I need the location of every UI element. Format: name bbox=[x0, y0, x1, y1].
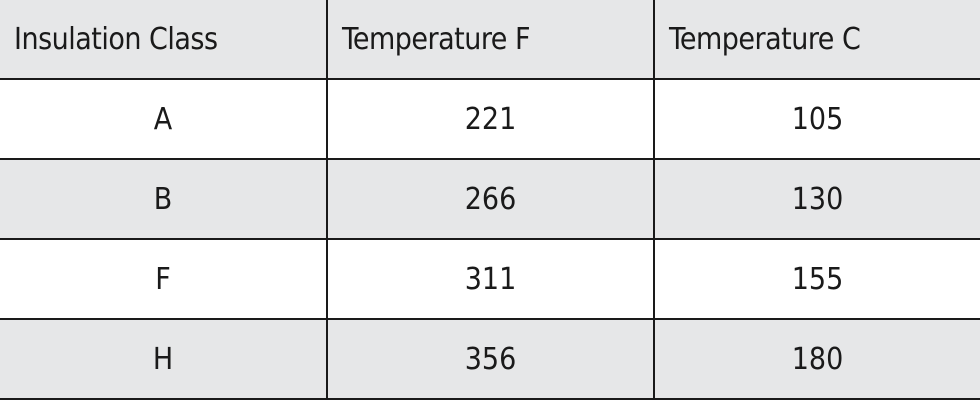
cell-temperature-c: 155 bbox=[653, 238, 980, 320]
header-temperature-c: Temperature C bbox=[653, 0, 980, 80]
cell-temperature-c: 180 bbox=[653, 318, 980, 400]
header-insulation-class: Insulation Class bbox=[0, 0, 328, 80]
table-row: A 221 105 bbox=[0, 78, 980, 160]
cell-temperature-f: 221 bbox=[326, 78, 655, 160]
cell-insulation-class: F bbox=[0, 238, 328, 320]
table-row: F 311 155 bbox=[0, 238, 980, 320]
cell-temperature-c: 105 bbox=[653, 78, 980, 160]
cell-temperature-f: 266 bbox=[326, 158, 655, 240]
cell-insulation-class: B bbox=[0, 158, 328, 240]
cell-insulation-class: A bbox=[0, 78, 328, 160]
cell-temperature-f: 311 bbox=[326, 238, 655, 320]
header-row: Insulation Class Temperature F Temperatu… bbox=[0, 0, 980, 80]
header-temperature-f: Temperature F bbox=[326, 0, 655, 80]
table-row: H 356 180 bbox=[0, 318, 980, 400]
cell-insulation-class: H bbox=[0, 318, 328, 400]
table-row: B 266 130 bbox=[0, 158, 980, 240]
cell-temperature-c: 130 bbox=[653, 158, 980, 240]
cell-temperature-f: 356 bbox=[326, 318, 655, 400]
